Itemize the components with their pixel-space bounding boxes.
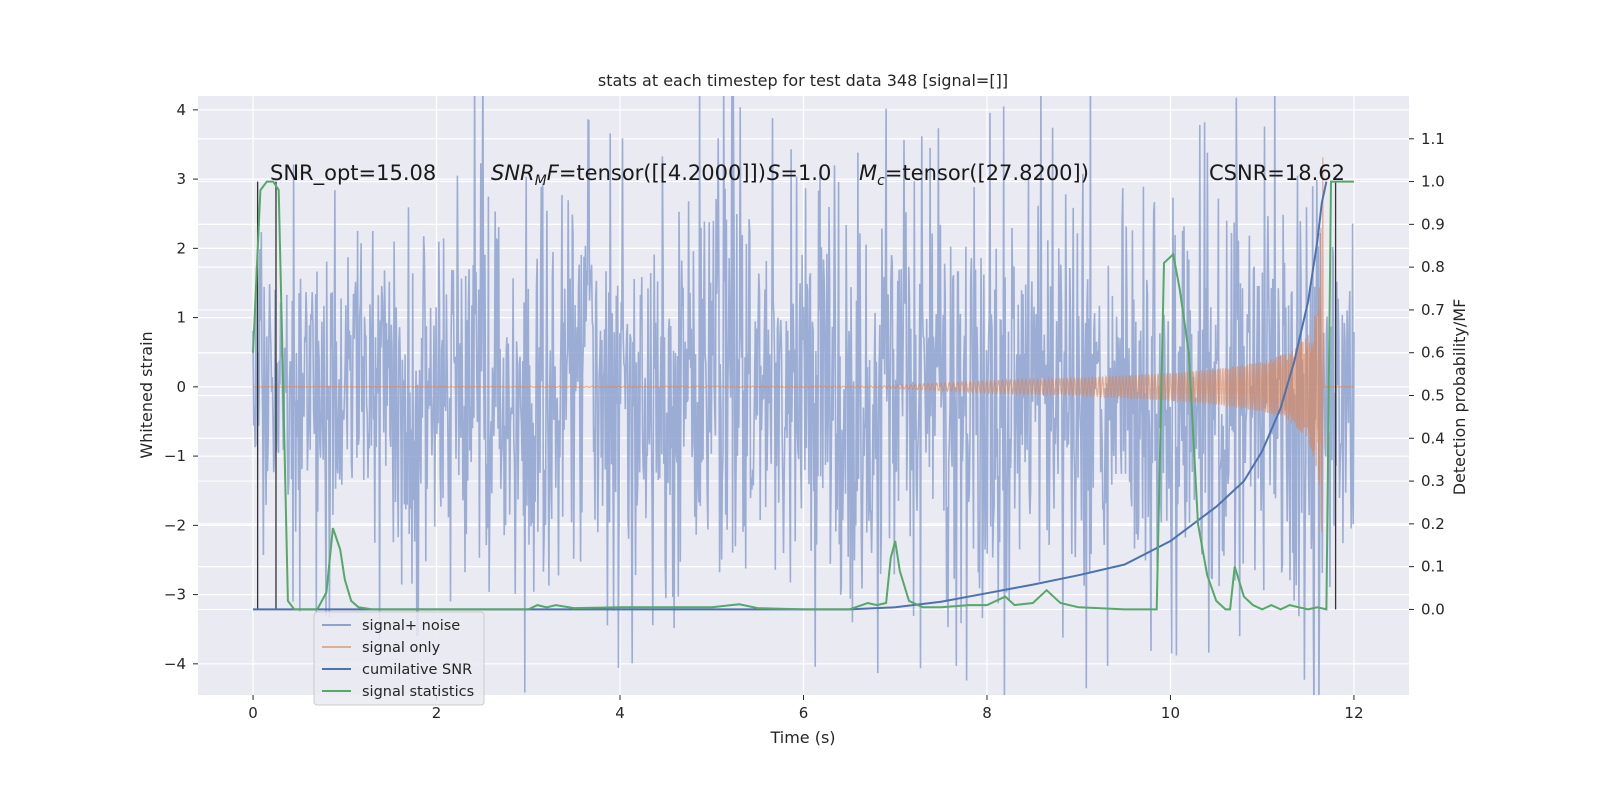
- y-tick-label: 3: [176, 170, 186, 188]
- y-tick-label: −4: [164, 655, 186, 673]
- y-tick-label: −3: [164, 586, 186, 604]
- series-signal-statistics-line: [252, 180, 1354, 611]
- y2-tick-label: 0.7: [1421, 301, 1445, 319]
- legend: signal+ noise signal only cumilative SNR…: [313, 611, 485, 706]
- x-tick-label: 2: [432, 704, 442, 722]
- legend-label-signal-statistics: signal statistics: [362, 684, 474, 700]
- y2-tick-label: 0.3: [1421, 472, 1445, 490]
- x-tick-label: 4: [615, 704, 625, 722]
- legend-box: [313, 611, 485, 706]
- y2-tick-label: 0.4: [1421, 429, 1445, 447]
- y2-tick-label: 0.6: [1421, 344, 1445, 362]
- y2-tick-label: 0.2: [1421, 515, 1445, 533]
- series-signal-only-line: [253, 157, 1354, 533]
- y-tick-label: −2: [164, 516, 186, 534]
- y2-tick-label: 0.5: [1421, 387, 1445, 405]
- ticks: 0 2 4 6 8 10 1243210−1−2−3−41.11.00.90.80.70.6…: [164, 101, 1445, 722]
- series-signal-noise-line: [252, 96, 1355, 695]
- y-tick-label: 0: [176, 378, 186, 396]
- legend-label-signal-noise: signal+ noise: [362, 618, 460, 634]
- annotation-snr-mf: SNRMF=tensor([[4.2000]]): [491, 161, 766, 189]
- annotation-csnr: CSNR=18.62: [1209, 161, 1345, 185]
- chart-title: stats at each timestep for test data 348…: [598, 71, 1008, 90]
- annotation-mc: Mc=tensor([27.8200]): [859, 161, 1089, 189]
- y-axis-label: Whitened strain: [137, 331, 156, 458]
- x-tick-label: 10: [1161, 704, 1180, 722]
- x-tick-label: 12: [1344, 704, 1363, 722]
- y-tick-label: −1: [164, 447, 186, 465]
- legend-label-signal-only: signal only: [362, 640, 441, 656]
- x-tick-label: 0: [248, 704, 258, 722]
- series-cumulative-snr-line: [253, 181, 1328, 611]
- y-tick-label: 2: [176, 239, 186, 257]
- x-tick-label: 8: [982, 704, 992, 722]
- y-tick-label: 4: [176, 101, 186, 119]
- annotation-s: S=1.0: [767, 161, 831, 185]
- y2-axis-label: Detection probability/MF: [1450, 299, 1469, 496]
- y-tick-label: 1: [176, 309, 186, 327]
- y2-tick-label: 0.0: [1421, 600, 1445, 618]
- y2-tick-label: 0.1: [1421, 558, 1445, 576]
- data-layer: [252, 96, 1355, 695]
- x-axis-label: Time (s): [769, 728, 835, 747]
- annotation-snr-opt: SNR_opt=15.08: [270, 161, 436, 186]
- x-tick-label: 6: [799, 704, 809, 722]
- y2-tick-label: 1.0: [1421, 173, 1445, 191]
- y2-tick-label: 0.8: [1421, 258, 1445, 276]
- y2-tick-label: 0.9: [1421, 215, 1445, 233]
- y2-tick-label: 1.1: [1421, 130, 1445, 148]
- legend-label-cumulative-snr: cumilative SNR: [362, 662, 472, 678]
